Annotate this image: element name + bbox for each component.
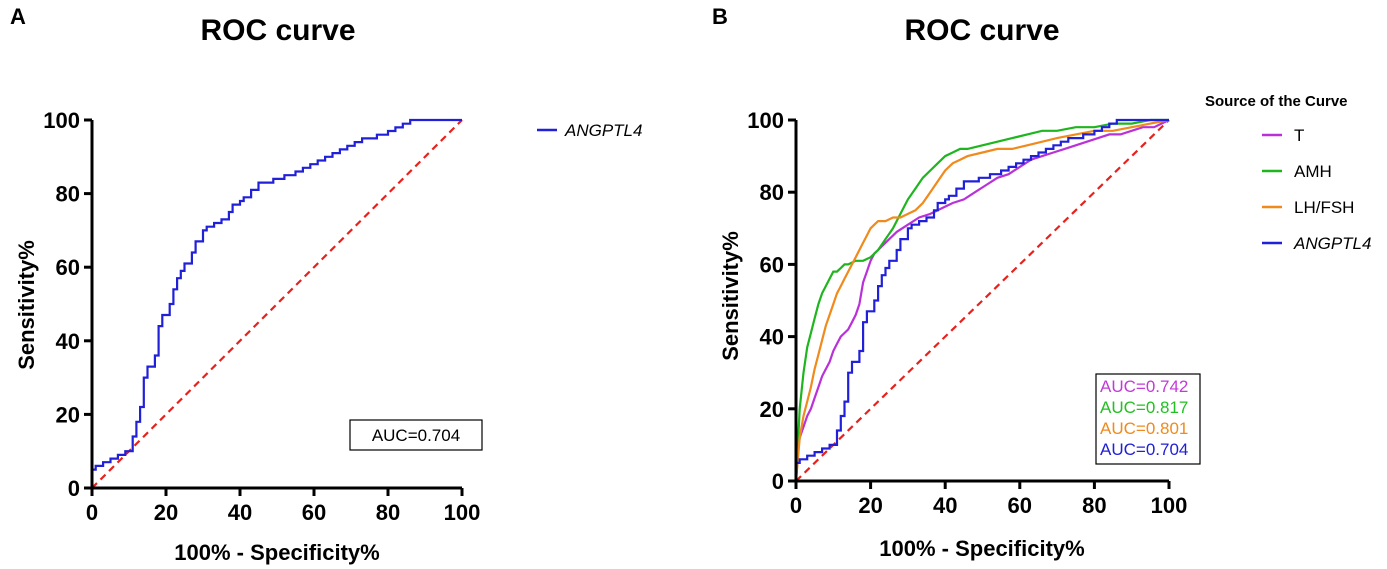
x-tick-label-0-b: 0 — [790, 493, 802, 518]
auc-box-b: AUC=0.742 AUC=0.817 AUC=0.801 AUC=0.704 — [1095, 373, 1201, 465]
auc-box-frame-a — [349, 419, 483, 451]
x-tick-label-80-b: 80 — [1082, 493, 1106, 518]
legend-b: Source of the Curve T AMH LH/FSH ANGPTL4 — [1205, 93, 1371, 253]
x-axis-label-a: 100% - Specificity% — [174, 540, 379, 565]
x-tick-label-80-a: 80 — [376, 500, 400, 525]
auc-labels-b: AUC=0.742 AUC=0.817 AUC=0.801 AUC=0.704 — [1100, 377, 1188, 459]
legend-label-angptl4-b: ANGPTL4 — [1293, 234, 1371, 253]
auc-box-frame-b — [1095, 373, 1201, 465]
auc-label-3-b: AUC=0.801 — [1100, 419, 1188, 438]
x-tick-label-20-b: 20 — [858, 493, 882, 518]
y-tick-label-100-b: 100 — [747, 108, 784, 133]
reference-line-a — [91, 119, 463, 489]
x-tick-label-0-a: 0 — [86, 500, 98, 525]
x-tick-label-40-a: 40 — [228, 500, 252, 525]
y-tick-label-0-b: 0 — [772, 469, 784, 494]
plot-area-a: 0 20 40 60 80 100 0 20 40 60 80 100 — [43, 108, 480, 525]
auc-box-a: AUC=0.704 — [349, 419, 483, 451]
chart-title-a: ROC curve — [200, 14, 355, 47]
y-tick-label-0-a: 0 — [68, 476, 80, 501]
panel-a: A ROC curve 100% - Specificity% Sensitiv… — [10, 4, 642, 565]
plot-area-b: 0 20 40 60 80 100 0 20 40 60 80 100 — [747, 108, 1187, 518]
chart-title-b: ROC curve — [904, 14, 1059, 47]
y-axis-label-a: Sensitivity% — [14, 240, 39, 370]
y-tick-label-40-a: 40 — [56, 329, 80, 354]
x-tick-label-100-a: 100 — [444, 500, 481, 525]
y-tick-label-60-b: 60 — [760, 252, 784, 277]
auc-label-a: AUC=0.704 — [372, 426, 460, 445]
y-tick-label-60-a: 60 — [56, 255, 80, 280]
panel-b: B ROC curve 100% - Specificity% Sensitiv… — [712, 4, 1371, 561]
roc-line-angptl4-a — [90, 118, 462, 488]
auc-label-2-b: AUC=0.817 — [1100, 398, 1188, 417]
y-tick-label-40-b: 40 — [760, 325, 784, 350]
x-axis-label-b: 100% - Specificity% — [879, 536, 1084, 561]
reference-line-b — [795, 119, 1170, 482]
legend-title-b: Source of the Curve — [1205, 93, 1348, 110]
y-tick-label-100-a: 100 — [43, 108, 80, 133]
y-tick-label-20-a: 20 — [56, 402, 80, 427]
y-tick-label-80-b: 80 — [760, 180, 784, 205]
x-tick-label-60-b: 60 — [1008, 493, 1032, 518]
auc-label-1-b: AUC=0.742 — [1100, 377, 1188, 396]
legend-label-lh-fsh-b: LH/FSH — [1294, 198, 1354, 217]
roc-line-amh-b — [794, 118, 1169, 482]
roc-line-t-b — [794, 119, 1170, 482]
x-tick-label-100-b: 100 — [1151, 493, 1188, 518]
x-tick-label-20-a: 20 — [154, 500, 178, 525]
roc-line-angptl4-b — [794, 118, 1169, 481]
auc-label-4-b: AUC=0.704 — [1100, 440, 1188, 459]
roc-line-lh-fsh-b — [794, 118, 1170, 482]
panel-label-b: B — [712, 4, 728, 29]
y-tick-label-20-b: 20 — [760, 397, 784, 422]
legend-a: ANGPTL4 — [537, 121, 642, 140]
y-tick-label-80-a: 80 — [56, 182, 80, 207]
legend-label-t-b: T — [1294, 126, 1304, 145]
x-tick-label-40-b: 40 — [933, 493, 957, 518]
legend-label-angptl4-a: ANGPTL4 — [564, 121, 642, 140]
y-axis-label-b: Sensitivity% — [718, 231, 743, 361]
legend-items-b: T AMH LH/FSH ANGPTL4 — [1262, 126, 1371, 253]
x-tick-label-60-a: 60 — [302, 500, 326, 525]
panel-label-a: A — [10, 4, 26, 29]
legend-label-amh-b: AMH — [1294, 162, 1332, 181]
